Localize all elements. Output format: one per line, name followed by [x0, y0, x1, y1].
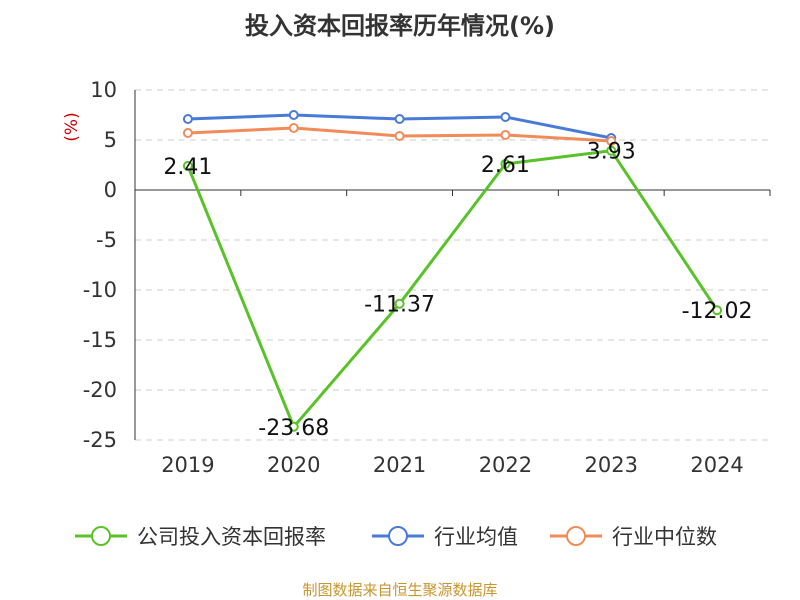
axes: 10 5 0 -5 -10 -15 -20 -25 2019 2020 2021 2022 2023 20…	[83, 78, 771, 477]
y-tick-label: -5	[96, 228, 117, 252]
y-tick-label: -25	[83, 428, 117, 452]
y-tick-label: 5	[104, 128, 117, 152]
y-tick-label: 0	[104, 178, 117, 202]
data-label: -23.68	[258, 416, 329, 441]
x-tick-label: 2020	[267, 453, 320, 477]
data-point	[288, 110, 299, 120]
x-tick-label: 2024	[690, 453, 743, 477]
grid-lines	[135, 89, 770, 441]
data-point	[182, 128, 193, 138]
data-point	[500, 130, 511, 140]
data-point	[182, 114, 193, 124]
y-tick-label: -10	[83, 278, 117, 302]
data-point	[712, 305, 723, 316]
y-tick-label: 10	[90, 78, 117, 102]
y-tick-label: -20	[83, 378, 117, 402]
data-point	[500, 112, 511, 122]
data-label: -11.37	[364, 293, 435, 318]
data-point	[182, 160, 193, 171]
data-label: 2.41	[163, 155, 212, 180]
data-point	[606, 136, 617, 146]
legend-label: 行业中位数	[612, 525, 717, 549]
data-labels: 2.41 -23.68 -11.37 2.61 3.93 -12.02	[163, 140, 752, 441]
data-label: 3.93	[587, 140, 636, 165]
legend-label: 公司投入资本回报率	[137, 525, 326, 549]
legend-marker	[91, 526, 111, 546]
y-tick-label: -15	[83, 328, 117, 352]
chart-title: 投入资本回报率历年情况(%)	[245, 12, 555, 40]
data-label: -12.02	[682, 299, 753, 324]
series-line	[186, 149, 719, 429]
x-tick-label: 2023	[585, 453, 638, 477]
x-tick-label: 2021	[373, 453, 426, 477]
data-point	[394, 298, 405, 309]
legend-label: 行业均值	[434, 525, 518, 549]
data-point	[394, 114, 405, 124]
source-note: 制图数据来自恒生聚源数据库	[302, 581, 497, 599]
data-point	[500, 158, 511, 169]
y-axis-unit: (%)	[62, 112, 82, 141]
data-point	[606, 145, 617, 156]
data-point	[394, 131, 405, 141]
data-point	[288, 123, 299, 133]
legend-marker	[388, 526, 408, 546]
data-label: 2.61	[481, 153, 530, 178]
data-point	[288, 421, 299, 432]
x-tick-label: 2022	[479, 453, 532, 477]
legend: 公司投入资本回报率 行业均值 行业中位数	[75, 525, 717, 549]
series-layer	[182, 110, 723, 432]
x-tick-label: 2019	[161, 453, 214, 477]
legend-marker	[566, 526, 586, 546]
